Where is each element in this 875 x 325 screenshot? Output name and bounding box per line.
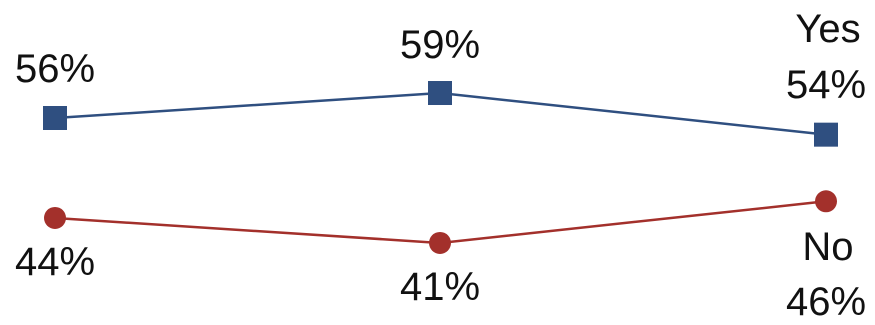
marker-yes-1 bbox=[43, 106, 67, 130]
marker-yes-3 bbox=[814, 122, 838, 147]
series-lines bbox=[54, 91, 827, 245]
data-label-no-3: 46% bbox=[786, 280, 866, 324]
data-label-yes-3: 54% bbox=[786, 63, 866, 107]
series-markers bbox=[43, 81, 838, 254]
legend-label-no: No bbox=[802, 225, 853, 269]
data-label-yes-2: 59% bbox=[400, 23, 480, 67]
marker-no-3 bbox=[815, 190, 837, 213]
data-label-yes-1: 56% bbox=[15, 47, 95, 91]
data-labels: 56% 59% 54% 44% 41% 46% bbox=[15, 23, 866, 324]
marker-yes-2 bbox=[428, 81, 452, 106]
inline-legend: Yes No bbox=[795, 7, 860, 269]
marker-no-1 bbox=[44, 206, 66, 229]
data-label-no-2: 41% bbox=[400, 265, 480, 309]
marker-no-2 bbox=[429, 231, 451, 254]
data-label-no-1: 44% bbox=[15, 240, 95, 284]
legend-label-yes: Yes bbox=[795, 7, 860, 51]
